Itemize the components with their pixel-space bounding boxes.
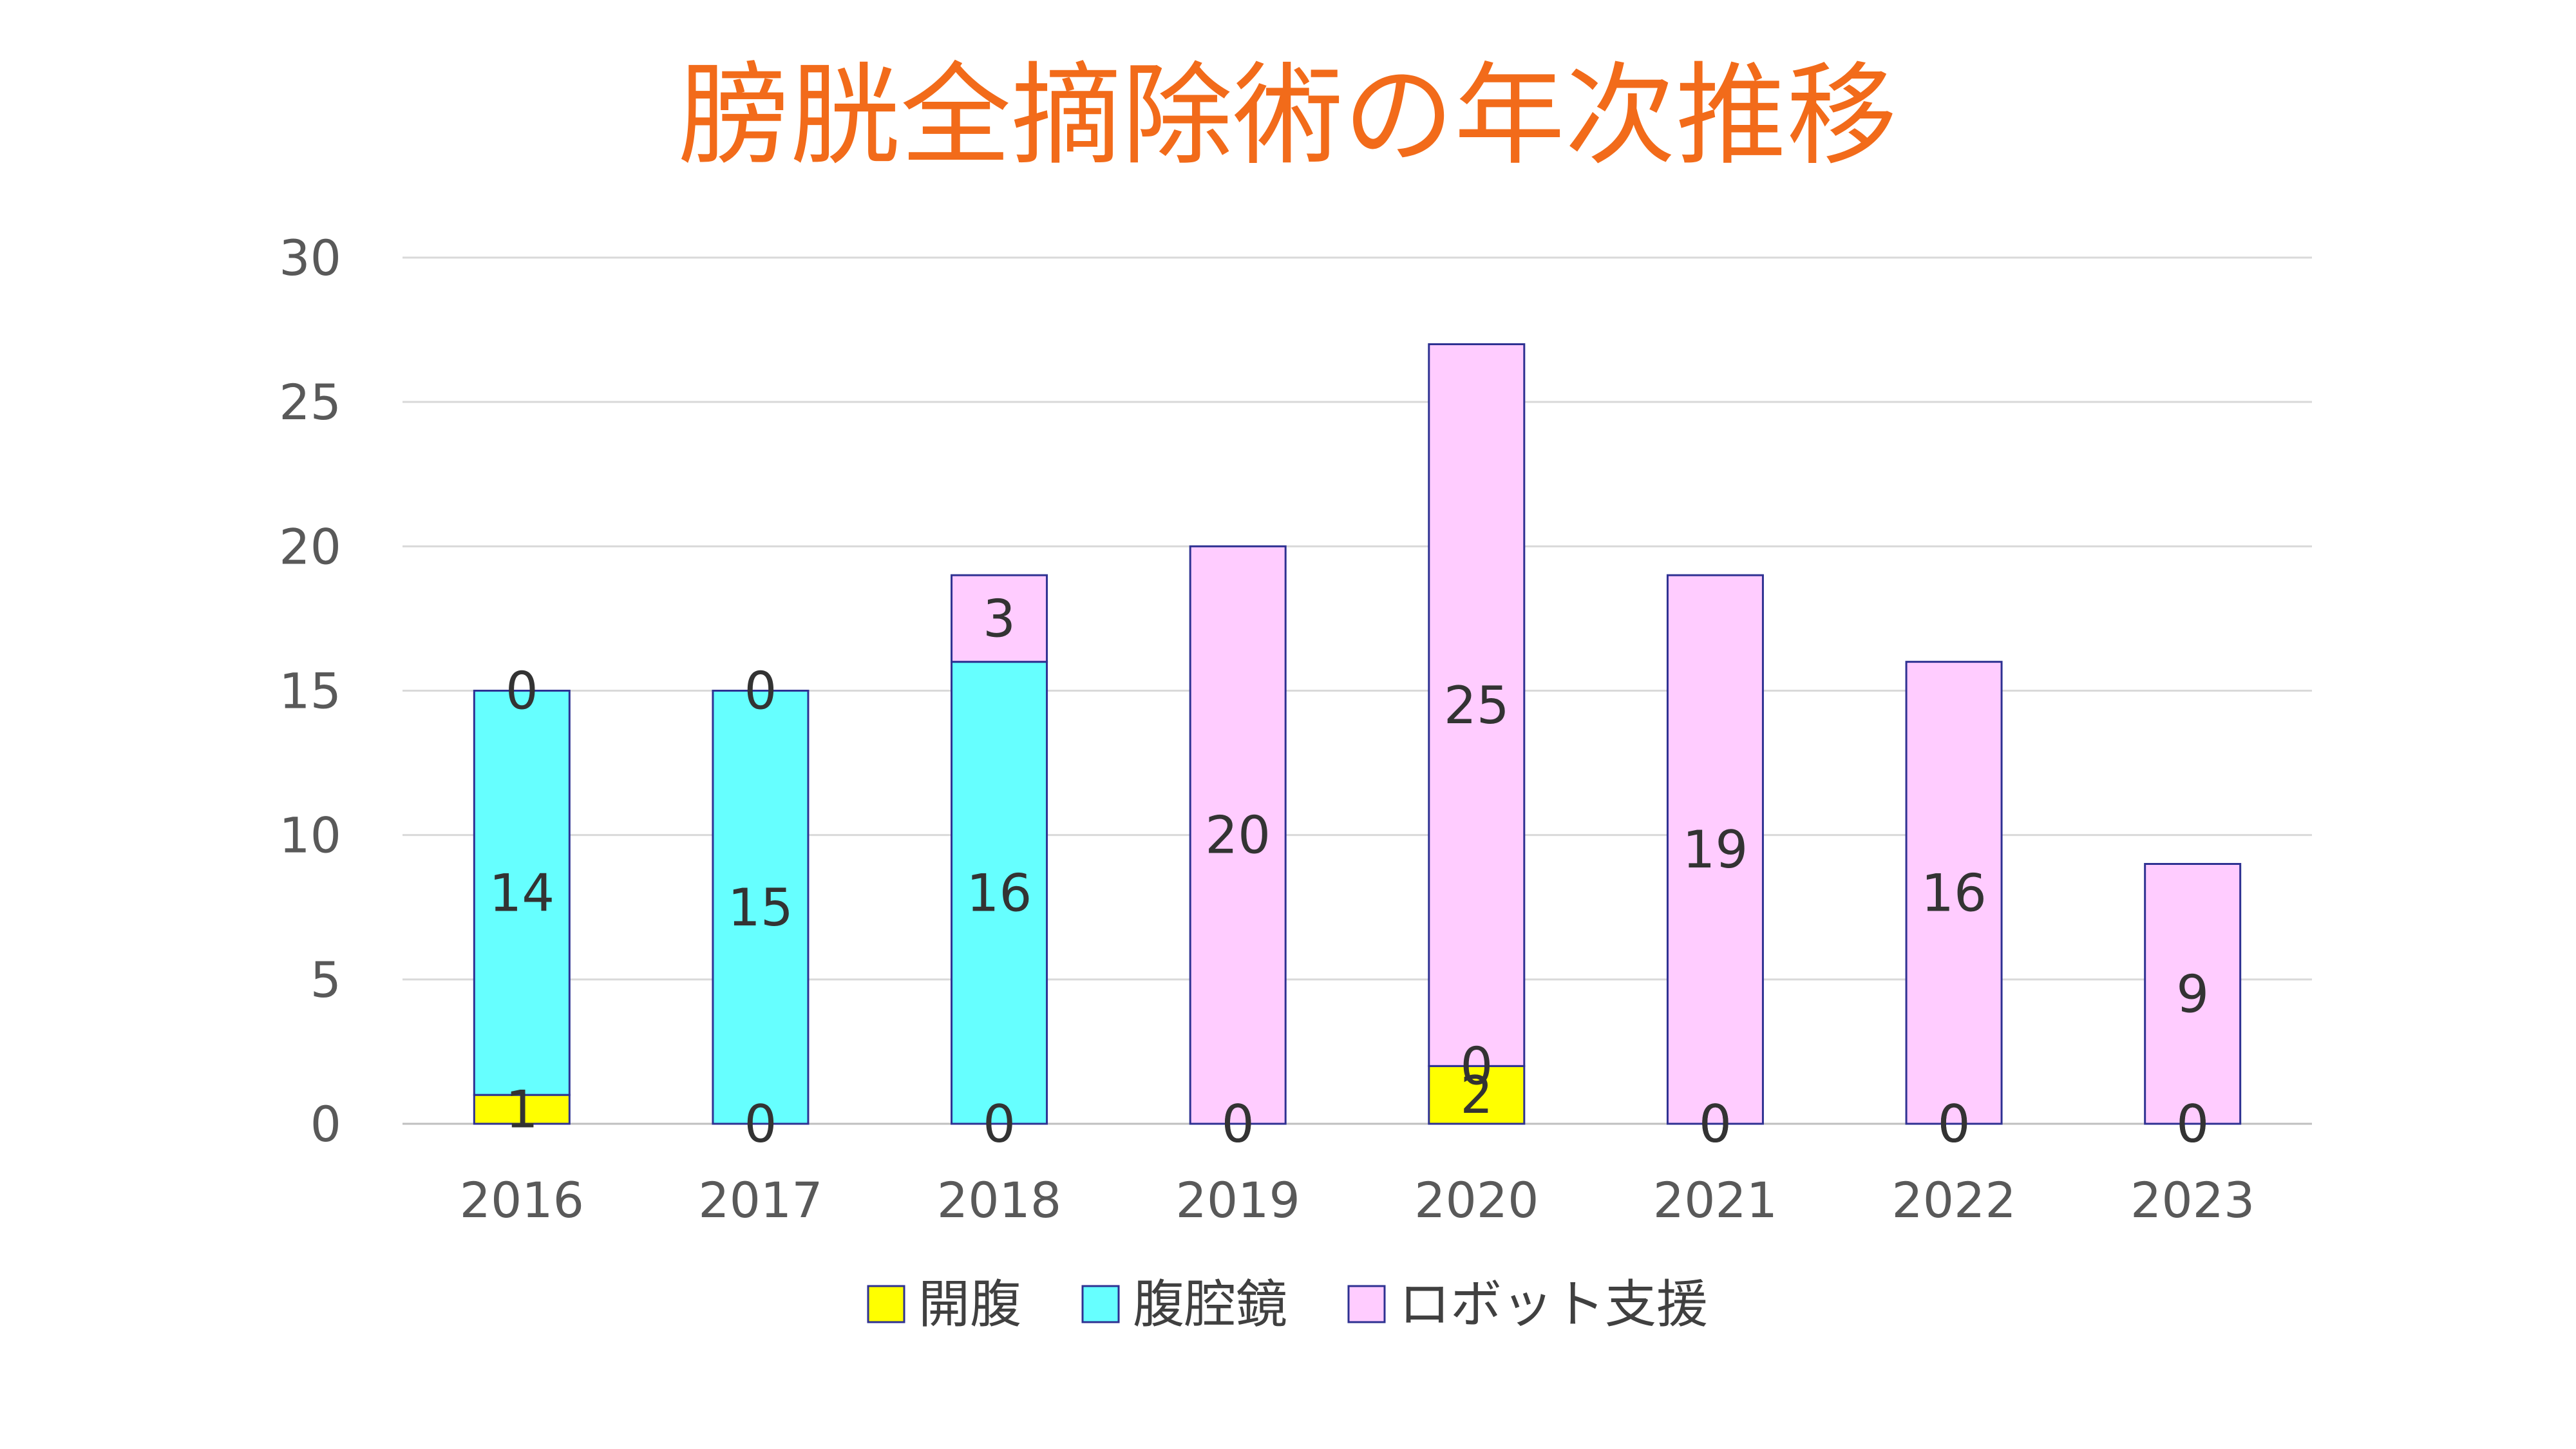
data-label: 0: [1938, 1094, 1971, 1154]
x-tick-label: 2022: [1891, 1171, 2016, 1229]
data-label: 0: [1222, 1094, 1255, 1154]
data-label: 16: [967, 863, 1032, 923]
data-label: 9: [2176, 964, 2209, 1024]
x-axis: 2016 2017 2018 2019 2020 2021 2022 2023: [460, 1171, 2255, 1229]
y-tick-label: 5: [310, 951, 341, 1009]
chart-title: 膀胱全摘除術の年次推移: [679, 51, 1897, 180]
legend: 開腹 腹腔鏡 ロボット支援: [867, 1274, 1708, 1334]
data-label: 1: [506, 1080, 538, 1140]
data-label: 0: [1460, 1036, 1493, 1096]
data-label: 0: [2176, 1094, 2209, 1154]
x-tick-label: 2021: [1653, 1171, 1777, 1229]
data-label: 0: [1699, 1094, 1732, 1154]
data-label: 3: [983, 589, 1016, 649]
x-tick-label: 2023: [2130, 1171, 2255, 1229]
bars: [473, 343, 2242, 1125]
x-tick-label: 2016: [460, 1171, 584, 1229]
bar-segment: [473, 690, 571, 1096]
legend-label: ロボット支援: [1399, 1274, 1708, 1334]
x-tick-label: 2017: [698, 1171, 822, 1229]
data-label: 15: [728, 878, 793, 938]
data-label: 25: [1444, 676, 1510, 735]
data-label: 14: [489, 863, 554, 923]
legend-swatch: [1347, 1285, 1386, 1323]
data-label: 19: [1683, 820, 1748, 880]
bar-segment: [1905, 661, 2003, 1125]
data-label: 0: [744, 661, 777, 721]
x-tick-label: 2019: [1175, 1171, 1300, 1229]
data-label: 0: [2176, 1094, 2209, 1154]
gridlines: [402, 256, 2312, 1125]
data-label: 0: [1222, 1094, 1255, 1154]
y-tick-label: 15: [279, 663, 341, 720]
legend-swatch: [1081, 1285, 1120, 1323]
y-tick-label: 10: [279, 807, 341, 864]
y-tick-label: 25: [279, 374, 341, 431]
y-tick-label: 0: [310, 1095, 341, 1153]
legend-swatch: [867, 1285, 905, 1323]
x-tick-label: 2020: [1414, 1171, 1539, 1229]
data-label: 0: [744, 1094, 777, 1154]
y-axis: 0 5 10 15 20 25 30: [279, 229, 341, 1153]
bar-segment: [712, 690, 810, 1125]
y-tick-label: 20: [279, 518, 341, 575]
data-label: 0: [983, 1094, 1016, 1154]
bar-segment: [1428, 1065, 1526, 1125]
bar-segment: [2144, 863, 2242, 1125]
data-label: 2: [1460, 1065, 1493, 1125]
data-label: 0: [506, 661, 538, 721]
data-label: 20: [1205, 806, 1271, 866]
bar-segment: [1189, 545, 1287, 1125]
data-label: 0: [1699, 1094, 1732, 1154]
bar-segment: [951, 574, 1048, 663]
x-tick-label: 2018: [937, 1171, 1061, 1229]
bar-segment: [951, 661, 1048, 1125]
data-label: 16: [1921, 863, 1987, 923]
legend-label: 開腹: [918, 1274, 1021, 1334]
bar-segment: [1428, 343, 1526, 1067]
bar-segment: [1666, 574, 1764, 1125]
data-label: 0: [1938, 1094, 1971, 1154]
y-tick-label: 30: [279, 229, 341, 287]
legend-label: 腹腔鏡: [1133, 1274, 1287, 1334]
